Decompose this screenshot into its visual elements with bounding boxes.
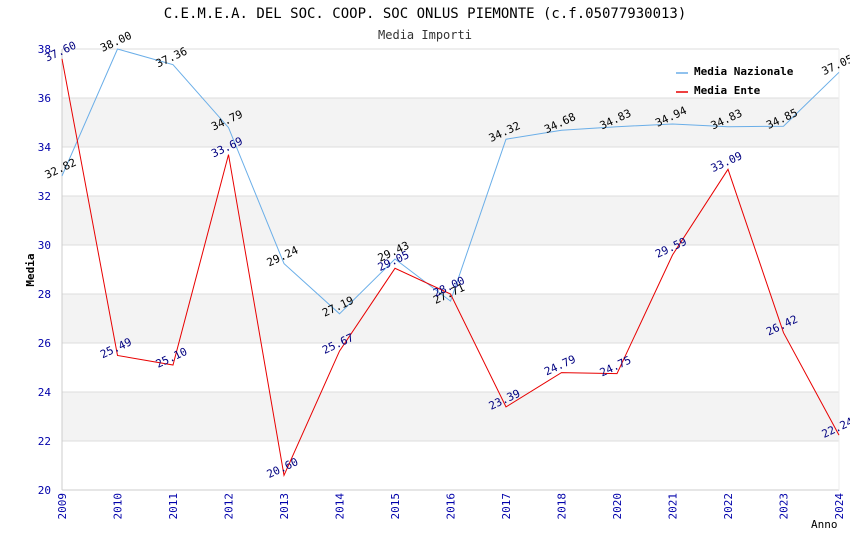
- data-label-media-nazionale: 37.36: [154, 45, 190, 71]
- x-tick-labels: 2009 2010 2011 2012 2013 2014 2015 2016 2017 2018…: [56, 493, 846, 520]
- x-tick-label: 2017: [500, 493, 513, 520]
- data-label-media-nazionale: 29.24: [265, 243, 301, 269]
- legend: Media Nazionale Media Ente: [676, 65, 794, 97]
- y-tick-label: 26: [38, 337, 51, 350]
- y-axis-label: Media: [24, 253, 37, 286]
- x-tick-label: 2018: [556, 493, 569, 520]
- series-line-media-nazionale: [61, 48, 840, 315]
- y-tick-label: 24: [38, 386, 52, 399]
- x-tick-label: 2021: [667, 493, 680, 520]
- plot-band: [62, 196, 839, 245]
- data-label-media-ente: 24.75: [598, 354, 634, 380]
- y-tick-label: 28: [38, 288, 51, 301]
- series-lines: [61, 48, 840, 478]
- x-tick-label: 2014: [334, 493, 347, 520]
- data-label-media-nazionale: 32.82: [43, 156, 79, 182]
- data-label-media-ente: 20.60: [265, 455, 301, 481]
- data-label-media-ente: 24.79: [542, 353, 578, 379]
- x-tick-label: 2024: [833, 493, 846, 520]
- y-tick-label: 32: [38, 190, 51, 203]
- plot-band: [62, 294, 839, 343]
- legend-label-media-nazionale: Media Nazionale: [694, 65, 794, 78]
- x-tick-label: 2015: [389, 493, 402, 520]
- chart-subtitle: Media Importi: [378, 28, 472, 42]
- y-tick-label: 38: [38, 43, 51, 56]
- x-tick-label: 2009: [56, 493, 69, 520]
- data-label-media-ente: 25.10: [154, 345, 190, 371]
- y-tick-label: 36: [38, 92, 51, 105]
- plot-bands: [62, 98, 839, 441]
- axes: [61, 49, 840, 491]
- y-tick-label: 22: [38, 435, 51, 448]
- chart-title: C.E.M.E.A. DEL SOC. COOP. SOC ONLUS PIEM…: [164, 6, 687, 22]
- data-label-media-nazionale: 37.05: [820, 52, 850, 78]
- x-tick-label: 2016: [445, 493, 458, 520]
- x-tick-label: 2013: [278, 493, 291, 520]
- y-tick-label: 20: [38, 484, 51, 497]
- legend-label-media-ente: Media Ente: [694, 84, 761, 97]
- x-tick-label: 2020: [611, 493, 624, 520]
- series-line-media-ente: [61, 58, 840, 478]
- x-tick-label: 2022: [722, 493, 735, 520]
- x-tick-label: 2010: [112, 493, 125, 520]
- plot-band: [62, 98, 839, 147]
- plot-band: [62, 392, 839, 441]
- y-tick-label: 30: [38, 239, 51, 252]
- x-tick-label: 2011: [167, 493, 180, 520]
- y-tick-labels: 20 22 24 26 28 30 32 34 36 38: [38, 43, 52, 497]
- data-label-media-nazionale: 38.00: [98, 29, 134, 55]
- x-tick-label: 2023: [778, 493, 791, 520]
- y-tick-label: 34: [38, 141, 52, 154]
- x-tick-label: 2012: [223, 493, 236, 520]
- x-axis-label: Anno: [811, 518, 838, 531]
